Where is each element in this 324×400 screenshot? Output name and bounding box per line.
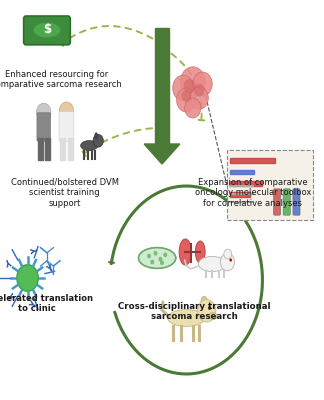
Bar bbox=[45, 138, 50, 160]
Ellipse shape bbox=[33, 22, 61, 38]
Text: Cross-disciplinary translational
sarcoma research: Cross-disciplinary translational sarcoma… bbox=[118, 302, 271, 322]
FancyBboxPatch shape bbox=[37, 113, 51, 141]
Circle shape bbox=[17, 265, 38, 291]
FancyBboxPatch shape bbox=[227, 150, 313, 220]
Circle shape bbox=[185, 98, 201, 118]
Circle shape bbox=[160, 260, 164, 265]
FancyBboxPatch shape bbox=[24, 16, 70, 45]
Circle shape bbox=[224, 249, 232, 259]
Bar bbox=[230, 192, 250, 197]
Circle shape bbox=[150, 260, 154, 264]
Ellipse shape bbox=[94, 132, 98, 140]
Text: Y: Y bbox=[5, 256, 13, 266]
Circle shape bbox=[208, 306, 211, 310]
Circle shape bbox=[198, 300, 216, 322]
Ellipse shape bbox=[138, 248, 176, 268]
Circle shape bbox=[194, 84, 204, 96]
Circle shape bbox=[229, 258, 232, 262]
Circle shape bbox=[163, 252, 167, 257]
Ellipse shape bbox=[201, 296, 207, 308]
Text: Accelerated translation
to clinic: Accelerated translation to clinic bbox=[0, 294, 93, 314]
Circle shape bbox=[190, 87, 208, 109]
Ellipse shape bbox=[198, 256, 226, 272]
Circle shape bbox=[177, 88, 196, 112]
Bar bbox=[155, 28, 169, 148]
Ellipse shape bbox=[209, 312, 217, 320]
Circle shape bbox=[147, 254, 151, 258]
Bar bbox=[60, 138, 65, 160]
Circle shape bbox=[180, 67, 205, 97]
Circle shape bbox=[193, 72, 212, 96]
Ellipse shape bbox=[168, 310, 205, 326]
FancyBboxPatch shape bbox=[283, 189, 290, 215]
FancyBboxPatch shape bbox=[59, 112, 74, 141]
Bar bbox=[230, 170, 254, 174]
Text: Y: Y bbox=[45, 264, 54, 275]
Polygon shape bbox=[144, 144, 180, 164]
Circle shape bbox=[181, 90, 191, 102]
Ellipse shape bbox=[195, 241, 205, 263]
FancyBboxPatch shape bbox=[273, 189, 281, 215]
Circle shape bbox=[93, 134, 103, 147]
Text: Y: Y bbox=[4, 291, 14, 300]
Circle shape bbox=[59, 102, 74, 120]
Circle shape bbox=[158, 257, 162, 262]
Text: Y: Y bbox=[29, 301, 40, 310]
Bar bbox=[230, 181, 262, 186]
Bar bbox=[230, 158, 274, 163]
Bar bbox=[38, 138, 43, 160]
Circle shape bbox=[173, 75, 193, 101]
Circle shape bbox=[184, 79, 195, 93]
Text: Enhanced resourcing for
comparative sarcoma research: Enhanced resourcing for comparative sarc… bbox=[0, 70, 122, 89]
FancyBboxPatch shape bbox=[293, 189, 300, 215]
Circle shape bbox=[220, 253, 235, 271]
Text: Expansion of comparative
oncology molecular toolbox
for correlative analyses: Expansion of comparative oncology molecu… bbox=[194, 178, 311, 208]
Ellipse shape bbox=[81, 141, 98, 150]
Text: $: $ bbox=[43, 24, 51, 36]
Circle shape bbox=[154, 251, 157, 256]
Ellipse shape bbox=[179, 239, 191, 265]
Bar bbox=[68, 138, 73, 160]
Circle shape bbox=[37, 103, 51, 121]
Text: Continued/bolstered DVM
scientist training
support: Continued/bolstered DVM scientist traini… bbox=[11, 178, 119, 208]
Text: Y: Y bbox=[31, 248, 41, 254]
